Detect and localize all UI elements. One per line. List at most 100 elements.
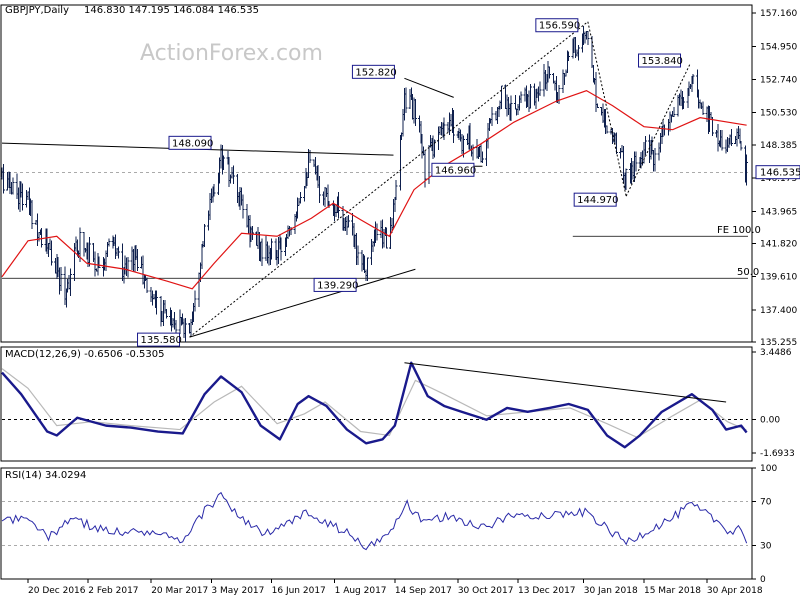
rsi-y-tick-label: 0 bbox=[760, 575, 766, 585]
trendline-6 bbox=[625, 62, 691, 197]
price-bar bbox=[40, 227, 44, 248]
price-bar bbox=[222, 155, 226, 171]
macd-line bbox=[1, 361, 748, 449]
price-bar bbox=[672, 106, 676, 117]
price-y-tick-label: 154.950 bbox=[760, 42, 797, 52]
price-bar bbox=[30, 199, 34, 229]
price-label-text: 148.090 bbox=[172, 138, 213, 149]
price-bar bbox=[586, 30, 590, 45]
current-price-tag: 146.535 bbox=[755, 165, 800, 180]
rsi-y-tick-label: 70 bbox=[760, 497, 772, 507]
price-bar bbox=[710, 117, 714, 136]
trendline-1 bbox=[189, 268, 416, 338]
price-bar bbox=[394, 179, 398, 201]
rsi-y-tick-label: 100 bbox=[760, 464, 777, 474]
price-y-tick-label: 157.160 bbox=[760, 9, 797, 19]
panel-border-1 bbox=[0, 346, 753, 462]
trendline-5 bbox=[587, 21, 627, 197]
price-bar bbox=[720, 129, 724, 151]
price-bar bbox=[442, 117, 446, 141]
price-bar bbox=[590, 36, 594, 68]
price-bar bbox=[398, 135, 402, 191]
price-bar bbox=[212, 184, 216, 197]
price-bar bbox=[11, 177, 15, 195]
trendline-4 bbox=[189, 21, 589, 338]
header-ohlc: 146.830 147.195 146.084 146.535 bbox=[84, 5, 259, 16]
price-label-text: 156.590 bbox=[539, 21, 580, 32]
price-label-box bbox=[168, 135, 212, 150]
price-bar bbox=[241, 194, 245, 219]
macd-label: MACD(12,26,9) -0.6506 -0.5305 bbox=[5, 349, 165, 360]
price-y-tick-label: 148.385 bbox=[760, 141, 797, 151]
price-bar bbox=[691, 73, 695, 84]
price-label-box bbox=[137, 332, 181, 347]
price-bar bbox=[231, 165, 235, 184]
macd-trendline bbox=[404, 362, 727, 403]
price-y-tick-label: 143.965 bbox=[760, 207, 797, 217]
price-bar bbox=[1, 164, 5, 194]
fib-label: 50.0 bbox=[737, 267, 759, 278]
price-y-tick-label: 141.820 bbox=[760, 239, 797, 249]
rsi-label: RSI(14) 34.0294 bbox=[5, 470, 86, 481]
price-label-text: 153.840 bbox=[642, 56, 683, 67]
price-bar bbox=[88, 236, 92, 267]
price-bar bbox=[513, 95, 517, 110]
price-bar bbox=[716, 124, 720, 152]
price-label-box bbox=[313, 277, 357, 292]
price-bar bbox=[490, 107, 494, 126]
price-label: 148.090 bbox=[168, 135, 213, 150]
price-bar bbox=[500, 85, 504, 110]
price-label-box bbox=[351, 64, 395, 79]
x-tick-label: 15 Mar 2018 bbox=[644, 586, 701, 596]
price-bar bbox=[203, 223, 207, 247]
price-y-tick-label: 152.740 bbox=[760, 76, 797, 86]
price-bar bbox=[356, 245, 360, 265]
moving-average-line bbox=[1, 89, 747, 290]
price-bar bbox=[548, 66, 552, 79]
macd-signal-line bbox=[1, 368, 747, 439]
price-label: 135.580 bbox=[137, 332, 182, 347]
price-bar bbox=[49, 240, 53, 266]
price-bar bbox=[745, 154, 749, 186]
price-bar bbox=[279, 237, 283, 261]
price-bar bbox=[250, 226, 254, 240]
price-bar bbox=[413, 99, 417, 127]
price-bar bbox=[519, 91, 523, 104]
price-bar bbox=[145, 277, 149, 294]
price-bar bbox=[68, 268, 72, 296]
price-label: 152.820 bbox=[351, 64, 397, 79]
price-bar bbox=[260, 238, 264, 266]
x-tick-label: 3 May 2017 bbox=[211, 586, 264, 596]
macd-y-tick-label: 0.00 bbox=[760, 416, 780, 426]
x-tick-label: 20 Dec 2016 bbox=[28, 586, 86, 596]
x-tick-label: 13 Dec 2017 bbox=[518, 586, 576, 596]
price-y-tick-label: 135.255 bbox=[760, 338, 797, 348]
price-bar bbox=[634, 151, 638, 172]
price-label-text: 152.820 bbox=[355, 67, 396, 78]
price-bar bbox=[643, 136, 647, 155]
price-bar bbox=[193, 290, 197, 312]
macd-y-tick-label: -1.6933 bbox=[760, 449, 795, 459]
price-bar bbox=[480, 151, 484, 163]
x-tick-label: 16 Jun 2017 bbox=[272, 586, 326, 596]
price-bar bbox=[624, 168, 628, 191]
price-label-text: 139.290 bbox=[317, 280, 358, 291]
price-bar bbox=[653, 148, 657, 172]
price-bar bbox=[739, 141, 743, 151]
current-price-text: 146.535 bbox=[760, 168, 800, 179]
x-tick-label: 30 Apr 2018 bbox=[707, 586, 763, 596]
price-bar bbox=[595, 103, 599, 109]
price-bar bbox=[682, 96, 686, 110]
price-bar bbox=[136, 248, 140, 271]
price-label-box bbox=[638, 53, 682, 68]
price-label-box bbox=[535, 18, 579, 33]
price-bar bbox=[528, 84, 532, 109]
trendline-2 bbox=[404, 77, 454, 98]
panel-border-2 bbox=[0, 467, 753, 580]
price-bar bbox=[605, 125, 609, 134]
price-bar bbox=[538, 81, 542, 96]
price-y-tick-label: 150.530 bbox=[760, 109, 797, 119]
x-tick-label: 2 Feb 2017 bbox=[88, 586, 138, 596]
